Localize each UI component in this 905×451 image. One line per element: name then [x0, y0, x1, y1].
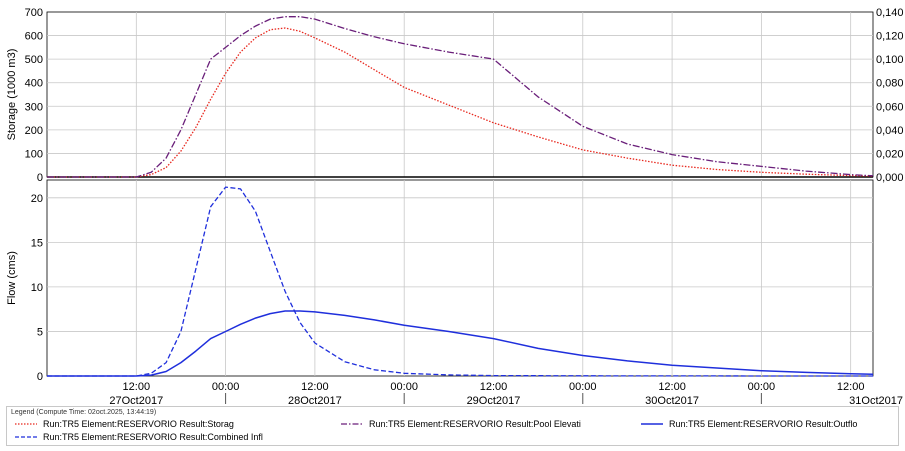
- series-outflow-line: [47, 310, 874, 377]
- y-tick-label-storage: 0: [37, 172, 43, 184]
- panel-flow: [46, 179, 874, 377]
- panel-storage: [46, 11, 874, 178]
- x-tick-label-date: 29Oct2017: [467, 395, 521, 406]
- y-tick-label-storage: 400: [25, 78, 43, 90]
- legend-item-outflow: Run:TR5 Element:RESERVORIO Result:Outflo: [641, 418, 893, 430]
- legend-item-pool-elevation: Run:TR5 Element:RESERVORIO Result:Pool E…: [341, 418, 631, 430]
- y-tick-label-storage: 600: [25, 31, 43, 43]
- y2-tick-label: 0,020: [876, 148, 904, 160]
- series-storage-line: [47, 27, 874, 178]
- x-tick-label-time: 12:00: [301, 381, 329, 393]
- x-tick-label-date: 28Oct2017: [288, 395, 342, 406]
- legend-header: Legend (Compute Time: 02oct.2025, 13:44:…: [11, 409, 157, 416]
- legend: Legend (Compute Time: 02oct.2025, 13:44:…: [6, 406, 899, 446]
- x-tick-label-time: 00:00: [748, 381, 776, 393]
- x-tick-label-time: 12:00: [658, 381, 686, 393]
- legend-swatch-pool-elevation: [341, 423, 363, 425]
- y2-tick-label: 0,120: [876, 31, 904, 43]
- x-tick-label-time: 12:00: [480, 381, 508, 393]
- legend-label-combined-inflow: Run:TR5 Element:RESERVORIO Result:Combin…: [43, 432, 263, 442]
- series-pool-elevation-line: [47, 16, 874, 178]
- x-tick-label-time: 00:00: [390, 381, 418, 393]
- x-tick-label-time: 00:00: [212, 381, 240, 393]
- y-tick-label-flow: 15: [31, 237, 43, 249]
- y-tick-label-storage: 500: [25, 54, 43, 66]
- y-tick-label-flow: 10: [31, 282, 43, 294]
- legend-swatch-combined-inflow: [15, 436, 37, 438]
- legend-swatch-outflow: [641, 423, 663, 425]
- y2-tick-label: 0,060: [876, 101, 904, 113]
- x-tick-label-time: 00:00: [569, 381, 597, 393]
- y-axis-title-flow: Flow (cms): [6, 251, 18, 305]
- x-tick-label-date: 31Oct2017: [849, 395, 903, 406]
- y-tick-label-storage: 700: [25, 7, 43, 19]
- y2-tick-label: 0,080: [876, 78, 904, 90]
- y-axis-title-storage: Storage (1000 m3): [6, 49, 18, 141]
- y2-tick-label: 0,040: [876, 125, 904, 137]
- legend-swatch-storage: [15, 423, 37, 425]
- legend-label-pool-elevation: Run:TR5 Element:RESERVORIO Result:Pool E…: [369, 419, 581, 429]
- y-tick-label-flow: 20: [31, 193, 43, 205]
- x-tick-label-date: 30Oct2017: [645, 395, 699, 406]
- y-tick-label-storage: 300: [25, 101, 43, 113]
- legend-item-combined-inflow: Run:TR5 Element:RESERVORIO Result:Combin…: [15, 431, 331, 443]
- x-tick-label-time: 12:00: [837, 381, 865, 393]
- y2-tick-label: 0,100: [876, 54, 904, 66]
- legend-item-storage: Run:TR5 Element:RESERVORIO Result:Storag: [15, 418, 331, 430]
- legend-label-storage: Run:TR5 Element:RESERVORIO Result:Storag: [43, 419, 234, 429]
- y2-tick-label: 0,140: [876, 7, 904, 19]
- x-tick-label-time: 12:00: [123, 381, 151, 393]
- y-tick-label-flow: 0: [37, 371, 43, 383]
- legend-label-outflow: Run:TR5 Element:RESERVORIO Result:Outflo: [669, 419, 858, 429]
- y-tick-label-storage: 200: [25, 125, 43, 137]
- y2-tick-label: 0,000: [876, 172, 904, 184]
- y-tick-label-storage: 100: [25, 148, 43, 160]
- x-tick-label-date: 27Oct2017: [109, 395, 163, 406]
- y-tick-label-flow: 5: [37, 326, 43, 338]
